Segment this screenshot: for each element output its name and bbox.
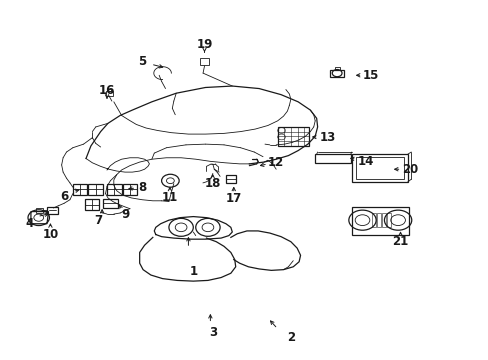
- Text: 3: 3: [208, 326, 216, 339]
- Text: 20: 20: [401, 163, 418, 176]
- Text: 8: 8: [138, 181, 146, 194]
- Text: 6: 6: [60, 190, 68, 203]
- Text: 19: 19: [196, 38, 212, 51]
- Text: 10: 10: [42, 228, 59, 241]
- Text: 5: 5: [138, 55, 146, 68]
- Text: 1: 1: [189, 265, 197, 278]
- Text: 7: 7: [94, 214, 102, 227]
- Text: 16: 16: [99, 84, 115, 97]
- Text: 14: 14: [357, 155, 373, 168]
- Text: 12: 12: [267, 156, 284, 169]
- Text: 11: 11: [162, 192, 178, 204]
- Text: 15: 15: [363, 69, 379, 82]
- Text: 4: 4: [26, 216, 34, 230]
- Text: 21: 21: [391, 235, 408, 248]
- Text: 18: 18: [204, 177, 221, 190]
- Text: 13: 13: [319, 131, 335, 144]
- Text: 2: 2: [286, 330, 294, 343]
- Text: 9: 9: [121, 208, 129, 221]
- Text: 17: 17: [225, 192, 242, 205]
